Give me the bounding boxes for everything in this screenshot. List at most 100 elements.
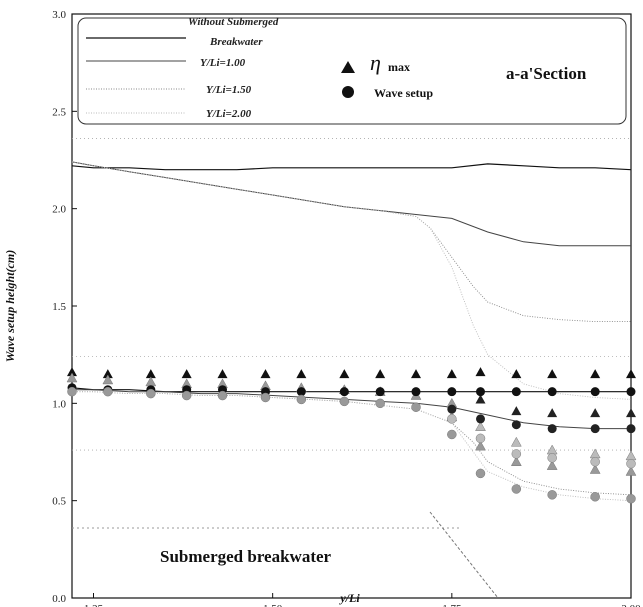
eta-max-line-y-li-1-00 xyxy=(71,161,631,247)
eta-max-point-without-submerged-breakwater xyxy=(181,369,192,379)
wave-setup-point-y-li-1-00 xyxy=(547,424,557,434)
y-tick-label: 2.5 xyxy=(52,106,66,118)
wave-setup-point-y-li-1-50 xyxy=(296,394,307,405)
wave-setup-point-y-li-2-00 xyxy=(447,414,457,424)
wave-setup-point-y-li-1-50 xyxy=(590,492,600,502)
series-markers xyxy=(66,367,637,504)
eta-max-point-y-li-1-50 xyxy=(546,460,558,470)
eta-max-point-y-li-1-50 xyxy=(625,465,637,476)
legend-triangle-marker xyxy=(341,61,355,73)
wave-setup-point-y-li-1-00 xyxy=(447,404,457,414)
wave-setup-point-y-li-1-50 xyxy=(475,468,486,479)
wave-setup-point-y-li-1-50 xyxy=(67,386,77,397)
axis-ticks: 1.25 1.50 1.75 2.00 0.0 0.5 1.0 1.5 2.0 2.5 3.0 xyxy=(52,9,641,607)
x-axis-title: y/Li xyxy=(338,591,360,605)
wave-setup-point-without-submerged-breakwater xyxy=(590,387,600,397)
eta-max-point-without-submerged-breakwater xyxy=(260,369,271,379)
wave-setup-point-y-li-1-50 xyxy=(626,493,636,504)
eta-max-line-y-li-2-00 xyxy=(71,161,632,400)
breakwater-outline xyxy=(72,511,499,599)
y-tick-label: 1.5 xyxy=(52,301,66,313)
wave-setup-point-y-li-1-50 xyxy=(146,388,156,399)
eta-max-point-y-li-1-00 xyxy=(547,408,558,418)
wave-setup-point-y-li-1-50 xyxy=(447,429,457,440)
eta-max-point-without-submerged-breakwater xyxy=(296,369,307,379)
y-tick-label: 0.5 xyxy=(52,496,66,508)
eta-max-point-without-submerged-breakwater xyxy=(145,369,156,379)
legend-setup-label: Wave setup xyxy=(374,86,433,100)
wave-setup-point-without-submerged-breakwater xyxy=(411,387,421,397)
wave-setup-point-y-li-1-50 xyxy=(511,484,522,494)
eta-max-point-without-submerged-breakwater xyxy=(102,369,113,379)
eta-max-point-y-li-1-00 xyxy=(511,406,522,416)
legend-label-without-1: Without Submerged xyxy=(188,16,279,28)
series-lines xyxy=(71,161,632,502)
y-tick-label: 2.0 xyxy=(52,204,66,216)
wave-setup-point-without-submerged-breakwater xyxy=(296,387,306,397)
eta-max-point-without-submerged-breakwater xyxy=(626,369,636,379)
eta-max-point-y-li-1-50 xyxy=(145,376,157,387)
legend-circle-marker xyxy=(342,86,354,98)
legend-label-100: Y/Li=1.00 xyxy=(200,57,246,69)
wave-setup-point-y-li-1-50 xyxy=(103,386,113,397)
wave-setup-point-y-li-1-50 xyxy=(181,390,192,401)
eta-max-point-y-li-1-50 xyxy=(102,374,114,385)
eta-max-point-y-li-2-00 xyxy=(589,448,601,459)
eta-max-point-without-submerged-breakwater xyxy=(67,367,77,377)
legend: Without Submerged Breakwater Y/Li=1.00 Y… xyxy=(77,16,627,125)
eta-max-line-without-submerged-breakwater xyxy=(71,163,632,171)
wave-setup-point-y-li-1-50 xyxy=(339,396,350,407)
reference-dash-lines xyxy=(72,138,631,451)
x-tick-label: 1.25 xyxy=(84,603,104,607)
eta-max-point-y-li-2-00 xyxy=(625,450,637,461)
wave-setup-point-y-li-1-50 xyxy=(411,402,421,412)
breakwater-slope-dash xyxy=(429,511,499,599)
eta-max-point-y-li-1-50 xyxy=(510,456,522,466)
wave-setup-point-y-li-2-00 xyxy=(547,453,557,463)
eta-max-point-without-submerged-breakwater xyxy=(339,369,350,379)
eta-max-point-y-li-2-00 xyxy=(475,421,486,431)
eta-max-point-without-submerged-breakwater xyxy=(511,369,522,379)
eta-max-point-y-li-1-00 xyxy=(626,408,636,418)
eta-max-point-y-li-1-00 xyxy=(475,394,486,404)
wave-setup-point-without-submerged-breakwater xyxy=(476,387,485,397)
wave-setup-point-y-li-1-50 xyxy=(260,392,271,403)
y-axis-title: Wave setup height(cm) xyxy=(3,250,17,362)
x-tick-label: 2.00 xyxy=(621,603,641,607)
eta-max-point-without-submerged-breakwater xyxy=(375,369,386,379)
eta-max-point-y-li-1-50 xyxy=(589,464,601,474)
section-label: a-a'Section xyxy=(506,64,587,83)
wave-setup-point-without-submerged-breakwater xyxy=(447,387,457,397)
wave-setup-line-without-submerged-breakwater xyxy=(71,387,631,393)
wave-setup-line-y-li-1-00 xyxy=(72,389,631,430)
x-tick-label: 1.75 xyxy=(442,603,462,607)
y-tick-label: 3.0 xyxy=(52,9,66,21)
eta-max-line-y-li-1-50 xyxy=(71,161,631,323)
eta-max-point-y-li-2-00 xyxy=(510,436,522,447)
y-tick-label: 1.0 xyxy=(52,398,66,410)
legend-eta-symbol: η xyxy=(370,50,381,75)
eta-max-point-y-li-2-00 xyxy=(546,444,558,455)
wave-setup-line-y-li-2-00 xyxy=(72,391,632,502)
wave-setup-point-y-li-1-00 xyxy=(476,414,485,424)
wave-setup-point-y-li-1-50 xyxy=(217,390,228,401)
wave-setup-point-y-li-1-00 xyxy=(626,424,636,434)
wave-setup-line-y-li-1-50 xyxy=(72,391,632,496)
eta-max-point-without-submerged-breakwater xyxy=(411,369,421,379)
wave-setup-point-y-li-2-00 xyxy=(475,433,486,444)
wave-setup-point-y-li-2-00 xyxy=(511,449,522,459)
eta-max-point-without-submerged-breakwater xyxy=(217,369,228,379)
wave-setup-point-y-li-1-50 xyxy=(375,398,385,409)
wave-setup-point-without-submerged-breakwater xyxy=(626,387,636,397)
eta-max-point-without-submerged-breakwater xyxy=(590,369,601,379)
eta-max-point-without-submerged-breakwater xyxy=(446,369,457,379)
wave-setup-point-without-submerged-breakwater xyxy=(547,387,557,397)
legend-label-200: Y/Li=2.00 xyxy=(206,108,252,120)
wave-setup-point-without-submerged-breakwater xyxy=(375,387,385,397)
eta-max-point-without-submerged-breakwater xyxy=(475,367,486,377)
wave-setup-point-without-submerged-breakwater xyxy=(339,387,349,397)
legend-label-without-2: Breakwater xyxy=(209,36,263,48)
wave-setup-point-y-li-1-00 xyxy=(511,420,521,430)
eta-max-point-without-submerged-breakwater xyxy=(547,369,558,379)
